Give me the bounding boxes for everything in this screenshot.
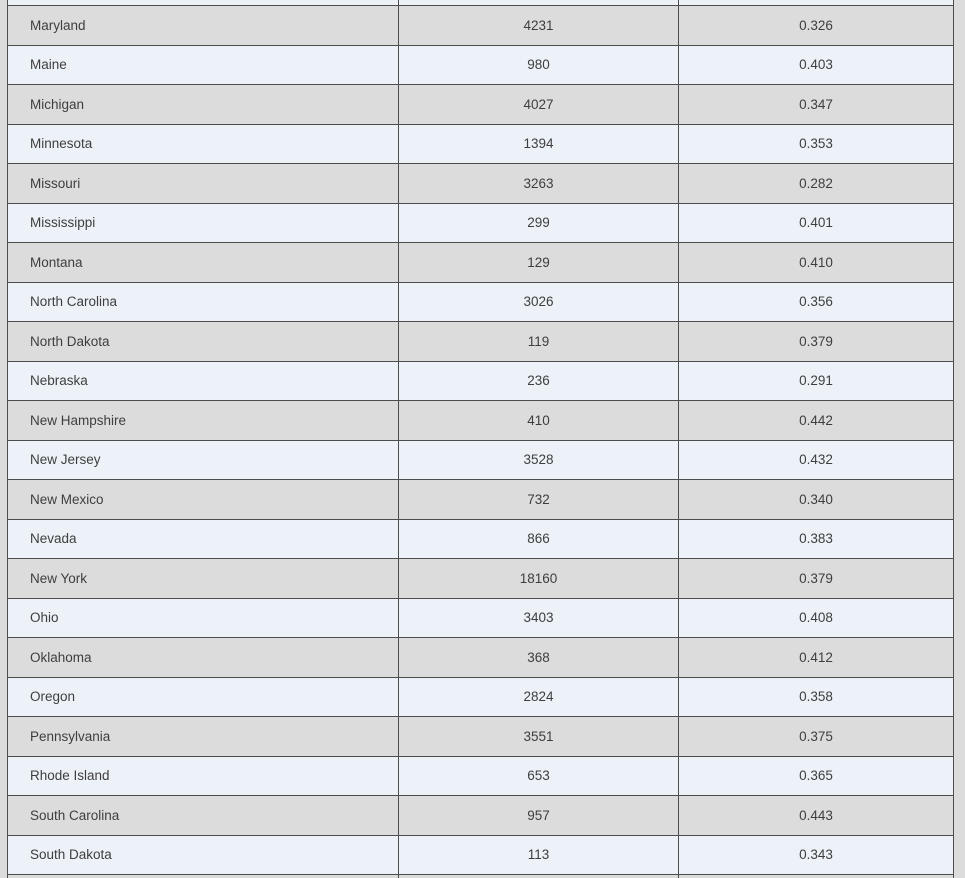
ratio-cell: 0.410 xyxy=(799,254,833,270)
table-row: Oklahoma 368 0.412 xyxy=(8,637,953,677)
table-row: Nebraska 236 0.291 xyxy=(8,360,953,400)
ratio-cell: 0.412 xyxy=(799,649,833,665)
states-table: Maryland 4231 0.326 Maine 980 0.403 Mich… xyxy=(7,0,954,878)
table-row: South Dakota 113 0.343 xyxy=(8,834,953,874)
state-cell: New Mexico xyxy=(8,480,399,519)
ratio-cell: 0.365 xyxy=(799,768,833,784)
state-cell: Maryland xyxy=(8,6,399,45)
count-cell: 410 xyxy=(399,401,679,440)
ratio-cell: 0.291 xyxy=(799,373,833,389)
table-row: Pennsylvania 3551 0.375 xyxy=(8,716,953,756)
ratio-cell: 0.375 xyxy=(799,728,833,744)
table-row-partial-top xyxy=(8,0,953,5)
count-cell: 866 xyxy=(399,519,679,558)
count-cell: 653 xyxy=(399,756,679,795)
ratio-cell: 0.442 xyxy=(799,412,833,428)
state-cell: Pennsylvania xyxy=(8,717,399,756)
table-row: Mississippi 299 0.401 xyxy=(8,202,953,242)
ratio-cell: 0.379 xyxy=(799,333,833,349)
ratio-cell: 0.282 xyxy=(799,175,833,191)
count-cell: 980 xyxy=(399,45,679,84)
state-cell: Montana xyxy=(8,243,399,282)
count-cell: 299 xyxy=(399,203,679,242)
table-row: Maine 980 0.403 xyxy=(8,44,953,84)
ratio-cell: 0.326 xyxy=(799,17,833,33)
state-cell: New York xyxy=(8,559,399,598)
table-row: Maryland 4231 0.326 xyxy=(8,5,953,45)
table-row: New Hampshire 410 0.442 xyxy=(8,400,953,440)
ratio-cell: 0.353 xyxy=(799,136,833,152)
count-cell: 4027 xyxy=(399,85,679,124)
state-cell: Oklahoma xyxy=(8,638,399,677)
table-row: Oregon 2824 0.358 xyxy=(8,676,953,716)
state-cell: Minnesota xyxy=(8,124,399,163)
state-cell: Nebraska xyxy=(8,361,399,400)
table-row: Missouri 3263 0.282 xyxy=(8,163,953,203)
state-cell: Nevada xyxy=(8,519,399,558)
count-cell xyxy=(399,0,679,5)
ratio-cell: 0.358 xyxy=(799,689,833,705)
count-cell: 3403 xyxy=(399,598,679,637)
count-cell: 3528 xyxy=(399,440,679,479)
state-cell: North Carolina xyxy=(8,282,399,321)
count-cell: 3263 xyxy=(399,164,679,203)
ratio-cell: 0.340 xyxy=(799,491,833,507)
ratio-cell: 0.379 xyxy=(799,570,833,586)
table-row: Michigan 4027 0.347 xyxy=(8,84,953,124)
ratio-cell: 0.408 xyxy=(799,610,833,626)
count-cell: 3026 xyxy=(399,282,679,321)
ratio-cell: 0.432 xyxy=(799,452,833,468)
count-cell: 236 xyxy=(399,361,679,400)
count-cell: 18160 xyxy=(399,559,679,598)
state-cell xyxy=(8,875,399,878)
table-row: Nevada 866 0.383 xyxy=(8,518,953,558)
state-cell: Oregon xyxy=(8,677,399,716)
table-row: South Carolina 957 0.443 xyxy=(8,795,953,835)
count-cell: 1394 xyxy=(399,124,679,163)
count-cell: 119 xyxy=(399,322,679,361)
state-cell: New Hampshire xyxy=(8,401,399,440)
ratio-cell: 0.356 xyxy=(799,294,833,310)
state-cell: North Dakota xyxy=(8,322,399,361)
table-row: North Carolina 3026 0.356 xyxy=(8,281,953,321)
count-cell: 113 xyxy=(399,835,679,874)
count-cell: 129 xyxy=(399,243,679,282)
state-cell: New Jersey xyxy=(8,440,399,479)
table-row-partial-bottom xyxy=(8,874,953,878)
table-row: Rhode Island 653 0.365 xyxy=(8,755,953,795)
state-cell: Michigan xyxy=(8,85,399,124)
state-cell: Missouri xyxy=(8,164,399,203)
state-cell: Rhode Island xyxy=(8,756,399,795)
ratio-cell: 0.347 xyxy=(799,96,833,112)
table-row: Minnesota 1394 0.353 xyxy=(8,123,953,163)
count-cell: 732 xyxy=(399,480,679,519)
state-cell: Ohio xyxy=(8,598,399,637)
table-row: New Jersey 3528 0.432 xyxy=(8,439,953,479)
ratio-cell: 0.403 xyxy=(799,57,833,73)
count-cell: 957 xyxy=(399,796,679,835)
table-row: New Mexico 732 0.340 xyxy=(8,479,953,519)
count-cell: 4231 xyxy=(399,6,679,45)
ratio-cell: 0.443 xyxy=(799,807,833,823)
count-cell: 3551 xyxy=(399,717,679,756)
count-cell xyxy=(399,875,679,878)
ratio-cell xyxy=(679,0,953,5)
table-row: Montana 129 0.410 xyxy=(8,242,953,282)
state-cell xyxy=(8,0,399,5)
state-cell: Mississippi xyxy=(8,203,399,242)
ratio-cell: 0.383 xyxy=(799,531,833,547)
table-row: North Dakota 119 0.379 xyxy=(8,321,953,361)
count-cell: 2824 xyxy=(399,677,679,716)
state-cell: South Carolina xyxy=(8,796,399,835)
ratio-cell: 0.343 xyxy=(799,847,833,863)
state-cell: Maine xyxy=(8,45,399,84)
table-row: New York 18160 0.379 xyxy=(8,558,953,598)
state-cell: South Dakota xyxy=(8,835,399,874)
table-row: Ohio 3403 0.408 xyxy=(8,597,953,637)
count-cell: 368 xyxy=(399,638,679,677)
ratio-cell: 0.401 xyxy=(799,215,833,231)
